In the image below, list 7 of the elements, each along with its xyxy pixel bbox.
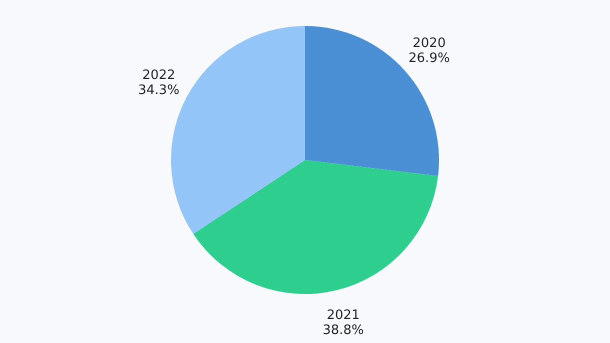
slice-label: 2020	[412, 36, 446, 52]
slice-label: 2022	[142, 68, 176, 83]
pie-slice	[193, 160, 438, 294]
data-label: 34.3%	[138, 82, 180, 98]
slice-label: 2021	[326, 308, 360, 323]
data-label: 38.8%	[322, 322, 364, 338]
data-label: 26.9%	[408, 51, 450, 66]
